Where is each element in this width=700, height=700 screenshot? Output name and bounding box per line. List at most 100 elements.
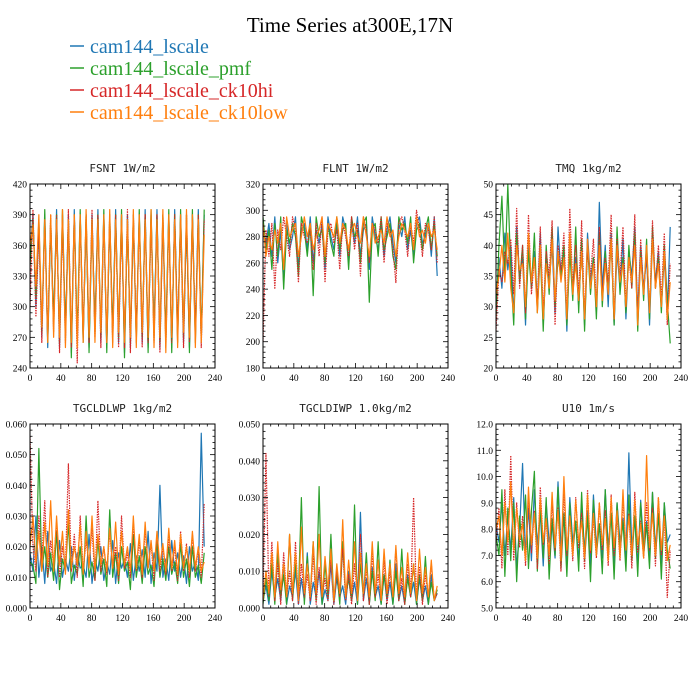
y-tick-label: 360 [13,242,28,252]
x-tick-label: 80 [320,614,330,624]
y-tick-label: 300 [13,303,28,313]
y-tick-label: 0.030 [6,513,28,523]
chart-panel: U10 1m/s 0 40 80 120 160 200 240 5.0 6.0 7.0 8.0 9.0… [476,402,688,624]
series-line [30,436,205,582]
x-tick-label: 0 [494,374,499,384]
legend-label: cam144_lscale_pmf [90,58,251,80]
y-tick-label: 0.010 [6,574,28,584]
x-tick-label: 0 [494,614,499,624]
y-tick-label: 0.000 [6,605,28,615]
y-tick-label: 35 [484,273,494,283]
x-tick-label: 160 [379,374,394,384]
y-tick-label: 25 [484,334,494,344]
series-line [30,500,205,575]
x-tick-label: 40 [289,614,299,624]
x-tick-label: 80 [87,374,97,384]
x-tick-label: 40 [289,374,299,384]
x-tick-label: 200 [410,374,425,384]
y-tick-label: 0.030 [239,494,261,504]
x-tick-label: 120 [348,614,363,624]
legend-entry: cam144_lscale_pmf [70,58,251,80]
y-tick-label: 240 [13,365,28,375]
chart-panel: FSNT 1W/m2 0 40 80 120 160 200 240 240 270 300 330 3… [13,162,223,384]
x-tick-label: 0 [261,614,266,624]
y-tick-label: 0.020 [6,543,28,553]
y-tick-label: 320 [246,181,261,191]
x-tick-label: 80 [320,374,330,384]
chart-panel: TMQ 1kg/m2 0 40 80 120 160 200 240 20 25 30 35 40 45 5… [484,162,689,384]
series-group [496,452,671,599]
y-tick-label: 6.0 [481,578,493,588]
x-tick-label: 80 [553,614,563,624]
x-tick-label: 240 [441,374,456,384]
legend-label: cam144_lscale [90,36,209,58]
series-line [496,470,671,583]
x-tick-label: 40 [522,614,532,624]
series-line [496,232,671,326]
y-tick-label: 45 [484,211,494,221]
x-tick-label: 120 [115,374,130,384]
legend-entry: cam144_lscale_ck10hi [70,80,274,102]
panel-title: TGCLDLWP 1kg/m2 [73,402,172,415]
y-tick-label: 260 [246,259,261,269]
x-tick-label: 40 [522,374,532,384]
x-tick-label: 200 [177,374,192,384]
x-tick-label: 120 [581,614,596,624]
y-tick-label: 20 [484,365,494,375]
y-tick-label: 280 [246,233,261,243]
y-tick-label: 300 [246,207,261,217]
series-line [263,216,438,271]
x-tick-label: 80 [87,614,97,624]
chart-panel: TGCLDLWP 1kg/m2 0 40 80 120 160 200 240 0.000 0.0… [6,402,223,624]
y-tick-label: 11.0 [477,447,494,457]
axis-frame [262,183,449,369]
y-tick-label: 10.0 [476,473,493,483]
x-tick-label: 200 [643,374,658,384]
series-line [496,207,671,332]
x-tick-label: 200 [643,614,658,624]
x-tick-label: 0 [28,614,33,624]
x-tick-label: 160 [612,614,627,624]
series-group [263,452,438,605]
legend-entry: cam144_lscale [70,36,209,58]
y-tick-label: 7.0 [481,552,493,562]
y-tick-label: 0.050 [6,451,28,461]
x-tick-label: 160 [612,374,627,384]
x-tick-label: 240 [674,614,689,624]
y-tick-label: 270 [13,334,28,344]
figure-title: Time Series at300E,17N [247,13,453,37]
legend-label: cam144_lscale_ck10low [90,102,288,124]
y-tick-label: 390 [13,211,28,221]
series-line [263,452,438,605]
y-tick-label: 8.0 [481,526,493,536]
panel-title: U10 1m/s [562,402,615,415]
y-tick-label: 180 [246,365,261,375]
y-tick-label: 0.040 [239,457,261,467]
series-line [263,519,438,602]
y-tick-label: 40 [484,242,494,252]
series-line [496,454,671,562]
y-tick-label: 330 [13,273,28,283]
y-tick-label: 5.0 [481,605,493,615]
y-tick-label: 0.020 [239,531,261,541]
x-tick-label: 120 [348,374,363,384]
x-tick-label: 120 [581,374,596,384]
x-tick-label: 240 [208,614,223,624]
series-group [496,184,671,344]
x-tick-label: 200 [177,614,192,624]
series-line [30,208,205,354]
x-tick-label: 160 [379,614,394,624]
y-tick-label: 420 [13,181,28,191]
chart-panel: FLNT 1W/m2 0 40 80 120 160 200 240 180 200 220 240 2… [246,162,456,384]
y-tick-label: 0.040 [6,482,28,492]
legend-label: cam144_lscale_ck10hi [90,80,274,102]
y-tick-label: 50 [484,181,494,191]
panel-title: TGCLDIWP 1.0kg/m2 [299,402,412,415]
y-tick-label: 30 [484,303,494,313]
x-tick-label: 40 [56,614,66,624]
x-tick-label: 240 [441,614,456,624]
panel-grid: FSNT 1W/m20 40 80 120 160 200 2402402703003303… [6,162,689,624]
x-tick-label: 160 [146,614,161,624]
y-tick-label: 200 [246,338,261,348]
